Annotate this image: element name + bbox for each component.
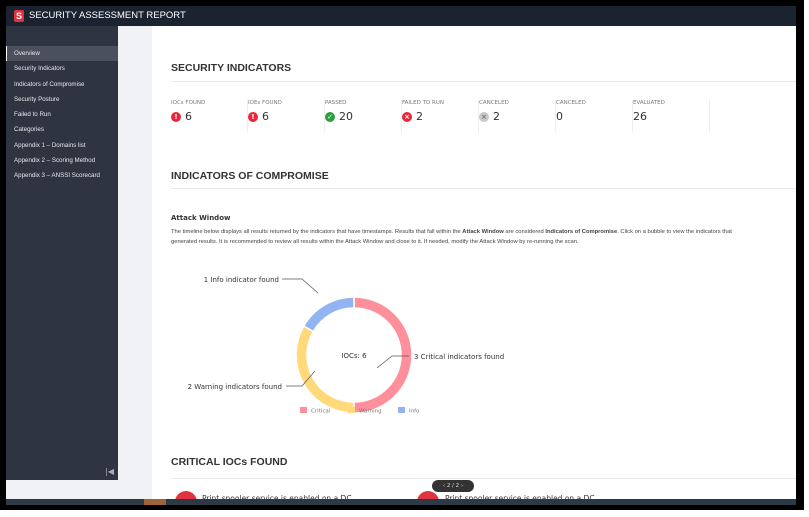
failed-warning-icon: ×: [402, 111, 412, 122]
stat-value: 20: [339, 110, 353, 123]
stat-value-row: × 2: [402, 110, 478, 123]
sidebar-item[interactable]: Indicators of Compromise: [14, 80, 85, 88]
legend-swatch: [348, 407, 355, 413]
sidebar-item[interactable]: Failed to Run: [14, 111, 51, 119]
slice-warning[interactable]: [295, 324, 355, 414]
annotation-label: 1 Info indicator found: [204, 276, 279, 284]
report-content: SECURITY INDICATORS IOCs FOUND! 6 IOEs FOU…: [152, 26, 796, 503]
sidebar-item[interactable]: Categories: [14, 126, 44, 134]
annotation-line: [376, 355, 409, 369]
stat-5: CANCELED 0: [556, 100, 633, 132]
app-window: S SECURITY ASSESSMENT REPORT Overview Sec…: [6, 6, 796, 505]
collapse-left-icon[interactable]: |◀: [105, 467, 114, 476]
stat-value-row: 0: [556, 110, 632, 123]
attack-window-heading: Attack Window: [171, 214, 231, 222]
ioc-item[interactable]: Print spooler service is enabled on a DC: [445, 494, 595, 503]
critical-icon: !: [171, 111, 181, 122]
stat-label: CANCELED: [479, 100, 509, 106]
desc-bold: Indicators of Compromise: [545, 229, 618, 235]
legend-swatch: [300, 407, 307, 413]
taskbar: [6, 499, 796, 505]
sidebar-item[interactable]: Appendix 1 – Domains list: [14, 141, 86, 149]
stat-value: 26: [633, 110, 647, 123]
attack-window-description: The timeline below displays all results …: [171, 227, 741, 247]
desc-text: are considered: [503, 229, 546, 235]
stat-label: IOEs FOUND: [248, 100, 282, 106]
canceled-icon: ×: [479, 111, 489, 122]
sidebar-item[interactable]: Overview: [6, 46, 118, 62]
ioc-donut-chart: IOCs: 6 3 Critical indicators found 2 Warn…: [188, 276, 505, 415]
stat-value: 2: [416, 110, 423, 123]
sidebar-item[interactable]: Security Indicators: [14, 65, 65, 73]
sidebar-item[interactable]: Appendix 2 – Scoring Method: [14, 157, 96, 165]
annotation-label: 2 Warning indicators found: [188, 383, 282, 391]
gutter: [118, 26, 152, 499]
section-title-security-indicators: SECURITY INDICATORS: [171, 62, 292, 74]
legend-swatch: [398, 407, 405, 413]
stat-value: 6: [262, 110, 269, 123]
stat-value: 0: [556, 110, 563, 123]
ioc-item[interactable]: Print spooler service is enabled on a DC: [202, 494, 352, 503]
app-logo: S: [14, 10, 24, 22]
stat-label: EVALUATED: [633, 100, 665, 106]
app-title: SECURITY ASSESSMENT REPORT: [29, 10, 186, 21]
pager-text: 2 / 2: [446, 483, 460, 489]
stat-label: PASSED: [325, 100, 347, 106]
stat-label: CANCELED: [556, 100, 586, 106]
stat-value: 2: [493, 110, 500, 123]
desc-bold: Attack Window: [462, 229, 504, 235]
slice-info[interactable]: [302, 296, 355, 333]
center-label: IOCs: 6: [341, 352, 367, 360]
stat-1: IOEs FOUND! 6: [248, 100, 325, 132]
stat-4: CANCELED × 2: [479, 100, 556, 132]
pager[interactable]: ‹ 2 / 2 ›: [432, 480, 474, 492]
title-bar: S SECURITY ASSESSMENT REPORT: [6, 6, 796, 26]
annotation-line: [282, 278, 319, 294]
desc-text: The timeline below displays all results …: [171, 229, 463, 235]
stat-0: IOCs FOUND! 6: [171, 100, 248, 132]
sidebar-item[interactable]: Security Posture: [14, 95, 60, 103]
legend-label[interactable]: Info: [409, 409, 420, 415]
stat-label: FAILED TO RUN: [402, 100, 444, 106]
sidebar-item[interactable]: Appendix 3 – ANSSI Scorecard: [14, 172, 100, 180]
desc-text: . Click on a bubble to view the indicato…: [171, 229, 732, 245]
critical-icon: !: [248, 111, 258, 122]
section-title-critical-iocs: CRITICAL IOCs FOUND: [171, 456, 288, 468]
legend-label[interactable]: Critical: [311, 409, 331, 415]
stat-value-row: ✓ 20: [325, 110, 401, 123]
check-icon: ✓: [325, 111, 335, 122]
sidebar-footer: [6, 480, 118, 499]
annotation-line: [286, 370, 316, 387]
stat-value-row: × 2: [479, 110, 555, 123]
taskbar-item[interactable]: [144, 499, 166, 505]
stat-value-row: ! 6: [171, 110, 247, 123]
divider: [171, 81, 796, 82]
divider: [171, 188, 796, 189]
legend-label[interactable]: Warning: [359, 409, 382, 415]
stat-3: FAILED TO RUN × 2: [402, 100, 479, 132]
stat-value-row: 26: [633, 110, 709, 123]
stat-label: IOCs FOUND: [171, 100, 206, 106]
stat-6: EVALUATED 26: [633, 100, 710, 132]
stats-row: IOCs FOUND! 6 IOEs FOUND! 6 PASSED ✓ 20 FAILED …: [171, 100, 710, 132]
section-title-ioc: INDICATORS OF COMPROMISE: [171, 170, 329, 182]
sidebar: Overview Security Indicators Indicators of…: [6, 26, 118, 480]
stat-2: PASSED ✓ 20: [325, 100, 402, 132]
stat-value-row: ! 6: [248, 110, 324, 123]
annotation-label: 3 Critical indicators found: [414, 353, 504, 361]
stat-value: 6: [185, 110, 192, 123]
divider: [171, 478, 796, 479]
